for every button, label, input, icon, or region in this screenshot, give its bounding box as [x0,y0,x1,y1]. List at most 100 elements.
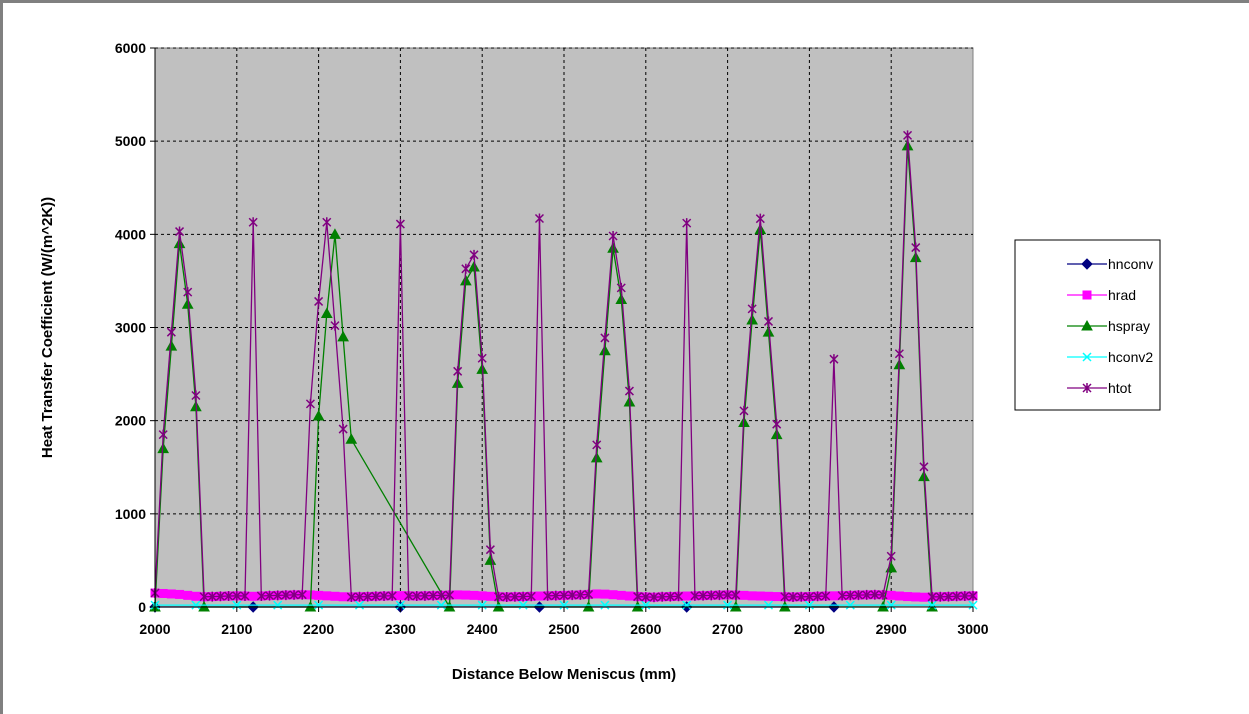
hrad-point [248,591,258,601]
htot-point [412,591,422,602]
htot-point [543,590,553,601]
y-tick-label: 0 [138,599,146,615]
hconv2-point [273,600,283,610]
htot-point [191,390,201,401]
htot-point [297,589,307,600]
hrad-point [592,589,602,599]
htot-point [248,217,258,228]
htot-point [633,591,643,602]
htot-point [641,591,651,602]
htot-point [314,296,324,307]
hrad-point [330,591,340,601]
htot-point [469,249,479,260]
htot-point [616,282,626,293]
htot-point [477,353,487,364]
legend-label: hspray [1108,318,1150,334]
htot-point [665,591,675,602]
htot-point [494,591,504,602]
htot-point [575,589,585,600]
hspray-point [754,223,767,235]
htot-point [624,386,634,397]
htot-point [346,591,356,602]
htot-point [158,429,168,440]
hconv2-point [232,600,242,610]
hspray-point [320,307,333,319]
hrad-point [600,589,610,599]
htot-point [960,591,970,602]
y-axis-title: Heat Transfer Coefficient (W/(m^2K)) [39,197,56,458]
hrad-point [616,590,626,600]
hrad-point [764,591,773,601]
htot-point [183,287,193,298]
htot-point [763,316,774,327]
htot-point [363,591,373,602]
hrad-point [903,592,913,602]
legend-marker [1082,290,1092,300]
hrad-point [453,590,463,600]
legend-marker [1081,258,1093,270]
htot-point [829,354,839,365]
legend-label: htot [1108,380,1131,396]
hrad-point [608,590,618,600]
hconv2-point [395,600,405,610]
hrad-point [886,590,896,600]
hconv2-point [314,600,324,610]
series-hconv2 [150,600,978,610]
htot-point [878,589,888,600]
htot-point [927,591,937,602]
htot-point [747,303,757,314]
htot-point [461,263,471,274]
hrad-point [314,590,324,600]
x-tick-label: 2500 [548,621,579,637]
htot-point [215,591,225,602]
htot-point [690,590,700,601]
hrad-point [624,591,634,601]
hrad-point [911,592,921,602]
hconv2-point [641,600,651,610]
y-tick-label: 3000 [115,320,146,336]
hspray-point [181,298,194,309]
legend-label: hnconv [1108,256,1153,272]
x-tick-label: 3000 [957,621,988,637]
htot-point [821,591,831,602]
hconv2-point [763,600,774,610]
htot-point [338,424,348,435]
hspray-point [329,228,341,239]
htot-point [649,592,659,603]
hrad-point [175,589,185,599]
hspray-point [599,344,611,356]
y-tick-label: 5000 [115,133,146,149]
legend-label: hrad [1108,287,1136,303]
htot-point [813,591,823,602]
hrad-point [461,590,471,600]
hconv2-point [477,600,487,610]
x-tick-label: 2900 [876,621,907,637]
htot-point [371,591,381,602]
hspray-point [312,409,325,421]
y-tick-label: 2000 [115,413,146,429]
htot-point [436,590,446,601]
htot-point [207,591,217,602]
hspray-point [762,326,775,337]
series-htot [150,130,978,603]
htot-point [919,461,929,472]
hconv2-point [518,600,528,610]
hspray-point [157,442,170,454]
hrad-point [469,590,479,600]
htot-point [903,130,913,141]
legend-entry-hspray: hspray [1067,318,1150,334]
hspray-point [337,330,349,342]
htot-point [551,590,561,601]
hrad-point [739,590,749,600]
htot-point [526,591,536,602]
htot-point [322,217,332,228]
x-tick-label: 2600 [630,621,661,637]
htot-point [444,590,455,601]
legend-label: hconv2 [1108,349,1153,365]
htot-point [510,591,520,602]
htot-point [714,590,724,601]
htot-point [387,590,397,601]
htot-point [755,213,765,224]
x-tick-label: 2100 [221,621,252,637]
